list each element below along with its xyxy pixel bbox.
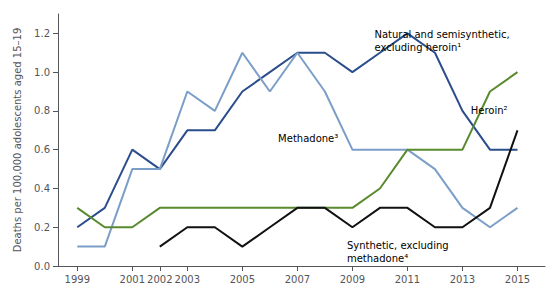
svg-text:Heroin²: Heroin² [471,105,508,116]
svg-text:1.0: 1.0 [34,67,50,78]
svg-text:0.4: 0.4 [34,183,50,194]
svg-text:2011: 2011 [395,274,420,285]
svg-text:0.6: 0.6 [34,144,50,155]
svg-text:0.8: 0.8 [34,105,50,116]
svg-text:1.2: 1.2 [34,28,50,39]
svg-text:excluding heroin¹: excluding heroin¹ [374,42,461,53]
svg-text:Synthetic, excluding: Synthetic, excluding [347,240,449,251]
svg-text:1999: 1999 [65,274,90,285]
svg-text:methadone⁴: methadone⁴ [347,253,408,264]
svg-text:2015: 2015 [505,274,530,285]
svg-text:0.2: 0.2 [34,222,50,233]
svg-text:2002: 2002 [147,274,172,285]
svg-text:2003: 2003 [175,274,200,285]
svg-text:2001: 2001 [120,274,145,285]
svg-text:2013: 2013 [450,274,475,285]
svg-text:0.0: 0.0 [34,261,50,272]
svg-text:Deaths per 100,000 adolescents: Deaths per 100,000 adolescents aged 15–1… [12,28,23,253]
svg-text:2009: 2009 [340,274,365,285]
svg-text:Methadone³: Methadone³ [278,133,338,144]
svg-text:Natural and semisynthetic,: Natural and semisynthetic, [374,29,509,40]
svg-text:2005: 2005 [230,274,255,285]
svg-text:2007: 2007 [285,274,310,285]
